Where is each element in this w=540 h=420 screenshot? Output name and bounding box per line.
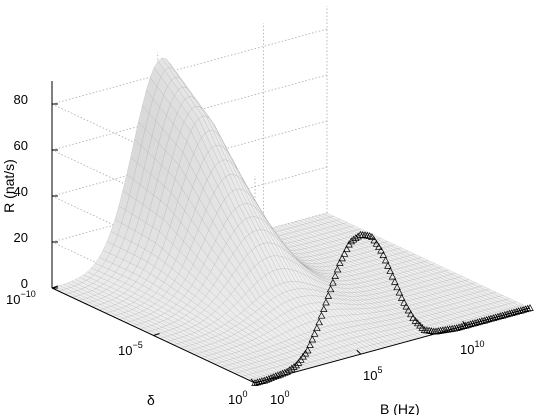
delta-tick-label: 100 [228, 389, 247, 407]
triangle-marker [336, 259, 344, 266]
triangle-marker [388, 272, 397, 280]
delta-tick-mark [51, 285, 59, 289]
triangle-marker [276, 370, 284, 378]
triangle-marker [340, 249, 349, 257]
triangle-marker [370, 236, 378, 244]
delta-tick-label: 10−10 [6, 289, 36, 307]
b-tick-mark [250, 378, 256, 384]
triangle-marker [379, 251, 388, 258]
triangle-marker [290, 362, 298, 370]
triangle-marker [292, 361, 300, 369]
triangle-marker [308, 335, 317, 343]
z-tick-label: 60 [14, 138, 28, 153]
triangle-marker [347, 237, 355, 245]
triangle-marker [384, 261, 392, 269]
triangle-marker [404, 306, 413, 314]
z-tick-label: 40 [14, 184, 28, 199]
triangle-marker [269, 373, 278, 381]
triangle-marker [377, 246, 385, 254]
triangle-marker [400, 298, 408, 306]
triangle-marker [372, 239, 381, 247]
triangle-marker [395, 288, 404, 296]
triangle-marker [358, 230, 367, 238]
z-axis-title: R (nat/s) [1, 159, 17, 213]
triangle-marker [526, 304, 534, 311]
triangle-marker [407, 310, 415, 318]
triangle-marker [315, 318, 323, 326]
z-tick-label: 80 [14, 92, 28, 107]
triangle-marker [409, 314, 417, 322]
triangle-marker [342, 245, 351, 253]
triangle-marker [271, 372, 280, 380]
delta-axis-title: δ [147, 392, 155, 408]
triangle-marker [439, 326, 447, 334]
triangle-marker [381, 256, 390, 264]
delta-tick-mark [254, 380, 262, 384]
triangle-marker [446, 325, 454, 333]
triangle-marker [320, 305, 328, 312]
triangle-marker [317, 311, 326, 319]
delta-tick-mark [153, 333, 160, 336]
triangle-marker [402, 302, 410, 310]
b-axis-title: B (Hz) [380, 401, 420, 415]
triangle-marker [324, 291, 333, 299]
b-tick-mark [356, 349, 362, 355]
triangle-markers [251, 230, 534, 386]
triangle-marker [303, 346, 312, 354]
triangle-marker [393, 283, 401, 291]
surface-mesh [51, 57, 531, 384]
z-tick-label: 20 [14, 230, 28, 245]
triangle-marker [306, 341, 314, 348]
b-tick-label: 105 [363, 365, 382, 383]
triangle-marker [333, 265, 342, 273]
b-axis-line [254, 307, 531, 384]
triangle-marker [361, 231, 369, 239]
triangle-marker [338, 254, 346, 262]
b-tick-label: 100 [270, 389, 289, 407]
triangle-marker [427, 327, 436, 335]
b-tick-label: 1010 [460, 339, 484, 357]
triangle-marker [326, 285, 335, 293]
triangle-marker [313, 324, 321, 332]
triangle-marker [310, 329, 319, 337]
triangle-marker [441, 326, 449, 333]
triangle-marker [331, 272, 339, 279]
delta-tick-label: 10−5 [118, 340, 143, 358]
triangle-marker [425, 326, 433, 334]
triangle-marker [397, 293, 406, 301]
triangle-marker [386, 267, 394, 275]
axes [51, 81, 531, 384]
triangle-marker [274, 371, 282, 379]
b-tick-mark [462, 320, 467, 326]
triangle-marker [391, 277, 399, 285]
triangle-marker [436, 326, 445, 334]
triangle-marker [354, 232, 362, 240]
triangle-marker [423, 326, 431, 334]
triangle-marker [368, 233, 376, 240]
triangle-marker [375, 243, 383, 251]
triangle-marker [322, 298, 330, 306]
z-tick-label: 0 [21, 276, 28, 291]
triangle-marker [329, 278, 337, 286]
